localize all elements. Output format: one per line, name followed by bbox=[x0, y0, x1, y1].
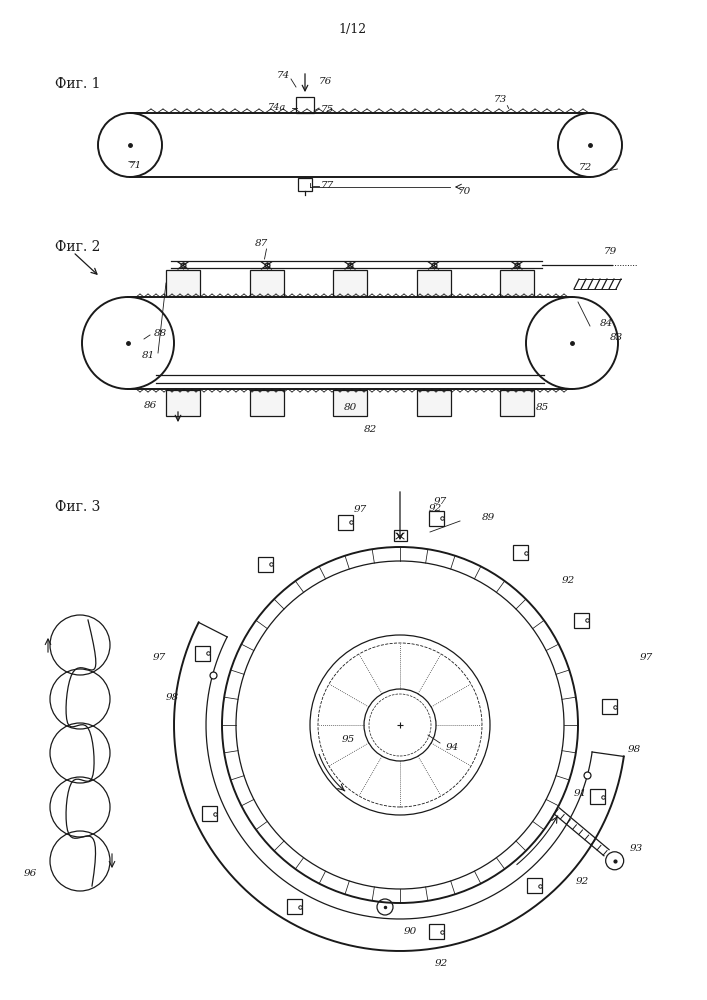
Text: Фиг. 2: Фиг. 2 bbox=[55, 240, 100, 254]
Bar bbox=[338, 515, 354, 530]
Bar bbox=[429, 924, 444, 939]
Bar bbox=[416, 390, 450, 416]
Text: 96: 96 bbox=[23, 868, 37, 878]
Text: 71: 71 bbox=[129, 160, 141, 169]
Bar bbox=[250, 390, 284, 416]
Text: 77: 77 bbox=[320, 182, 334, 190]
Text: 84: 84 bbox=[600, 318, 613, 328]
Text: 79: 79 bbox=[603, 247, 617, 256]
Text: 80: 80 bbox=[344, 402, 356, 412]
Bar bbox=[500, 390, 534, 416]
Text: 86: 86 bbox=[144, 400, 157, 410]
Text: 98: 98 bbox=[165, 692, 179, 702]
Text: 74: 74 bbox=[276, 70, 290, 80]
Bar bbox=[166, 270, 200, 296]
Bar bbox=[333, 390, 367, 416]
Bar bbox=[394, 530, 407, 541]
Bar bbox=[195, 646, 210, 661]
Text: 92: 92 bbox=[428, 504, 442, 513]
Bar bbox=[202, 806, 217, 821]
Text: 85: 85 bbox=[535, 402, 549, 412]
Bar bbox=[500, 270, 534, 296]
Text: Фиг. 1: Фиг. 1 bbox=[55, 77, 100, 91]
Text: 95: 95 bbox=[341, 734, 355, 744]
Text: 75: 75 bbox=[320, 104, 334, 113]
Text: 74a: 74a bbox=[268, 104, 286, 112]
Text: 76: 76 bbox=[318, 77, 332, 86]
Bar bbox=[288, 899, 303, 914]
Bar bbox=[602, 699, 617, 714]
Text: 97: 97 bbox=[354, 504, 367, 514]
Text: 73: 73 bbox=[493, 95, 507, 104]
Text: 97: 97 bbox=[153, 652, 165, 662]
Text: 89: 89 bbox=[481, 512, 495, 522]
Bar bbox=[250, 270, 284, 296]
Text: 70: 70 bbox=[457, 186, 471, 196]
Text: 82: 82 bbox=[363, 426, 377, 434]
Bar bbox=[429, 511, 444, 526]
Text: 91: 91 bbox=[573, 788, 587, 798]
Text: 88: 88 bbox=[153, 328, 167, 338]
Text: 90: 90 bbox=[404, 926, 416, 936]
Text: 83: 83 bbox=[609, 334, 623, 342]
Text: 97: 97 bbox=[433, 496, 447, 506]
Text: 81: 81 bbox=[141, 351, 155, 360]
Text: 98: 98 bbox=[627, 744, 641, 754]
Text: 93: 93 bbox=[630, 844, 643, 853]
Bar bbox=[298, 178, 312, 191]
Bar bbox=[527, 878, 542, 893]
Bar bbox=[590, 789, 604, 804]
Bar bbox=[257, 557, 272, 572]
Text: 97: 97 bbox=[639, 652, 653, 662]
Bar bbox=[166, 390, 200, 416]
Bar bbox=[333, 270, 367, 296]
Text: 94: 94 bbox=[445, 742, 459, 752]
Text: 1/12: 1/12 bbox=[339, 23, 367, 36]
Text: 92: 92 bbox=[561, 576, 574, 585]
Text: 87: 87 bbox=[255, 238, 268, 247]
Bar bbox=[574, 612, 590, 628]
Text: 92: 92 bbox=[575, 877, 589, 886]
Bar bbox=[416, 270, 450, 296]
Text: 92: 92 bbox=[434, 959, 448, 968]
Bar bbox=[513, 545, 528, 560]
Bar bbox=[296, 97, 314, 113]
Text: 72: 72 bbox=[578, 162, 592, 172]
Text: Фиг. 3: Фиг. 3 bbox=[55, 500, 100, 514]
